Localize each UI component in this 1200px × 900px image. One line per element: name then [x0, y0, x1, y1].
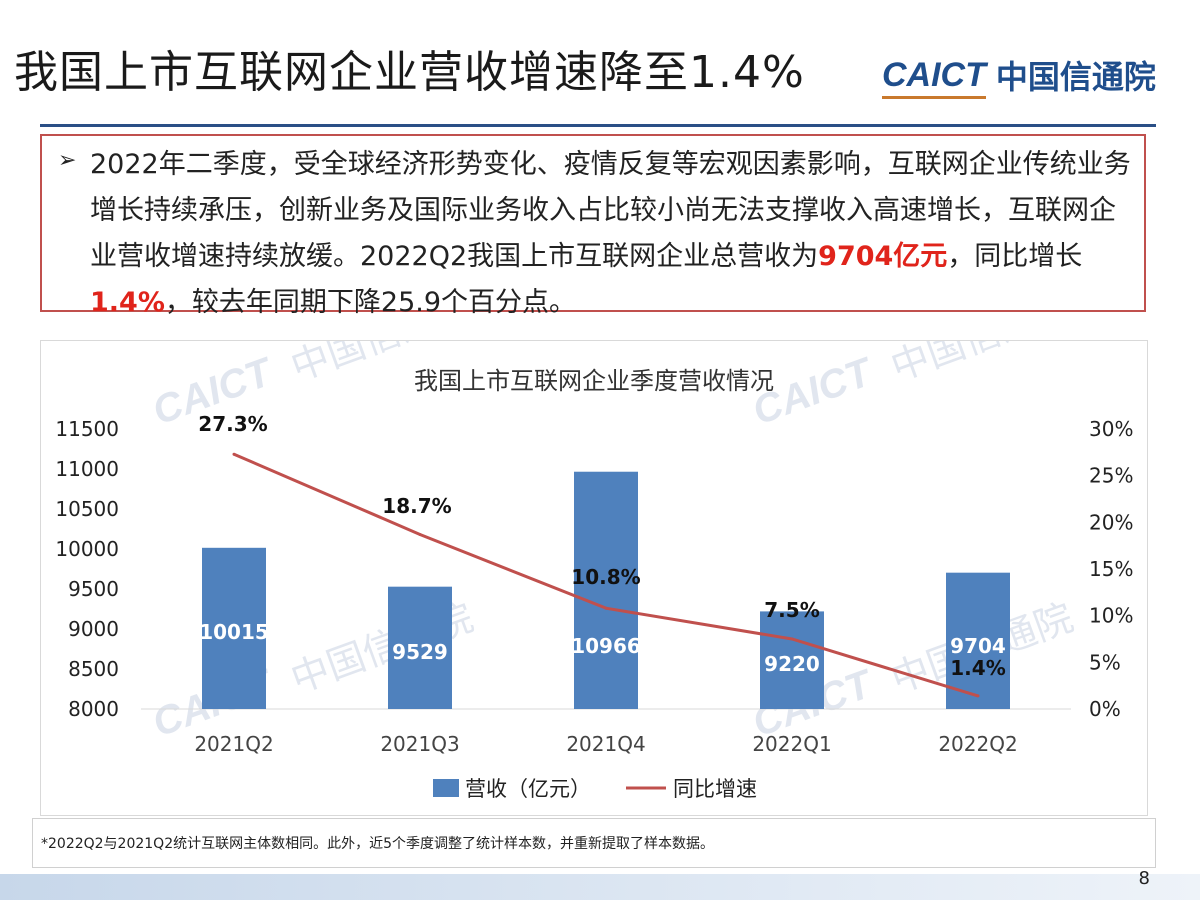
- summary-box: ➢ 2022年二季度，受全球经济形势变化、疫情反复等宏观因素影响，互联网企业传统…: [40, 134, 1146, 318]
- y-right-tick-label: 10%: [1089, 604, 1133, 628]
- slide-title: 我国上市互联网企业营收增速降至1.4%: [14, 47, 805, 98]
- watermark-cn: 中国信通院: [885, 341, 1079, 389]
- x-category-label: 2022Q2: [938, 732, 1017, 756]
- footnote-box: *2022Q2与2021Q2统计互联网主体数相同。此外，近5个季度调整了统计样本…: [32, 818, 1156, 868]
- logo-org-name: 中国信通院: [995, 58, 1156, 96]
- growth-data-label: 7.5%: [764, 598, 819, 622]
- y-left-tick-label: 8500: [68, 657, 119, 681]
- y-right-tick-label: 30%: [1089, 417, 1133, 441]
- summary-text-part-3: ，较去年同期下降25.9个百分点。: [164, 287, 577, 318]
- revenue-bar: [202, 547, 266, 709]
- revenue-chart: CAICT中国信通院CAICT中国信通院CAICT中国信通院CAICT中国信通院…: [55, 341, 1133, 801]
- y-right-tick-label: 25%: [1089, 464, 1133, 488]
- y-left-tick-label: 9500: [68, 577, 119, 601]
- bottom-band: [0, 874, 1200, 900]
- y-right-tick-label: 15%: [1089, 557, 1133, 581]
- summary-text-part-1: 2022年二季度，受全球经济形势变化、疫情反复等宏观因素影响，互联网企业传统业务…: [90, 149, 1131, 272]
- growth-data-label: 18.7%: [382, 494, 451, 518]
- revenue-bar: [574, 471, 638, 709]
- legend-line-label: 同比增速: [673, 777, 757, 801]
- revenue-data-label: 9704: [950, 634, 1006, 658]
- growth-data-label: 1.4%: [950, 656, 1005, 680]
- summary-text-part-2: ，同比增长: [947, 241, 1083, 272]
- y-left-tick-label: 10000: [55, 537, 119, 561]
- growth-rate-point: [418, 532, 422, 536]
- growth-data-label: 27.3%: [198, 412, 267, 436]
- growth-data-label: 10.8%: [571, 565, 640, 589]
- revenue-bar: [946, 572, 1010, 709]
- chart-title: 我国上市互联网企业季度营收情况: [414, 367, 774, 395]
- footnote: *2022Q2与2021Q2统计互联网主体数相同。此外，近5个季度调整了统计样本…: [41, 836, 715, 852]
- revenue-bar: [760, 611, 824, 709]
- y-left-tick-label: 10500: [55, 497, 119, 521]
- title-divider: [40, 124, 1156, 127]
- legend-bar-swatch: [433, 779, 459, 797]
- y-right-tick-label: 20%: [1089, 510, 1133, 534]
- y-left-tick-label: 11000: [55, 457, 119, 481]
- logo-mark: CAICT: [882, 55, 986, 99]
- x-category-label: 2021Q2: [194, 732, 273, 756]
- revenue-bar: [388, 586, 452, 709]
- caict-logo: CAICT 中国信通院: [882, 55, 1156, 99]
- growth-rate-point: [232, 452, 236, 456]
- page-number: 8: [1138, 868, 1150, 889]
- revenue-data-label: 10966: [571, 634, 641, 658]
- chart-panel: CAICT中国信通院CAICT中国信通院CAICT中国信通院CAICT中国信通院…: [40, 340, 1148, 816]
- summary-highlight-revenue: 9704亿元: [818, 241, 948, 272]
- bullet-arrow-icon: ➢: [58, 148, 77, 173]
- y-left-tick-label: 11500: [55, 417, 119, 441]
- summary-highlight-growth: 1.4%: [90, 287, 165, 318]
- growth-rate-point: [790, 637, 794, 641]
- y-left-tick-label: 8000: [68, 697, 119, 721]
- legend-bar-label: 营收（亿元）: [465, 777, 591, 801]
- revenue-data-label: 10015: [199, 620, 269, 644]
- revenue-data-label: 9529: [392, 640, 448, 664]
- y-left-tick-label: 9000: [68, 617, 119, 641]
- growth-rate-point: [604, 606, 608, 610]
- revenue-data-label: 9220: [764, 652, 820, 676]
- growth-rate-point: [976, 694, 980, 698]
- y-right-tick-label: 5%: [1089, 650, 1121, 674]
- y-right-tick-label: 0%: [1089, 697, 1121, 721]
- x-category-label: 2021Q3: [380, 732, 459, 756]
- x-category-label: 2022Q1: [752, 732, 831, 756]
- summary-text: 2022年二季度，受全球经济形势变化、疫情反复等宏观因素影响，互联网企业传统业务…: [90, 142, 1140, 326]
- x-category-label: 2021Q4: [566, 732, 645, 756]
